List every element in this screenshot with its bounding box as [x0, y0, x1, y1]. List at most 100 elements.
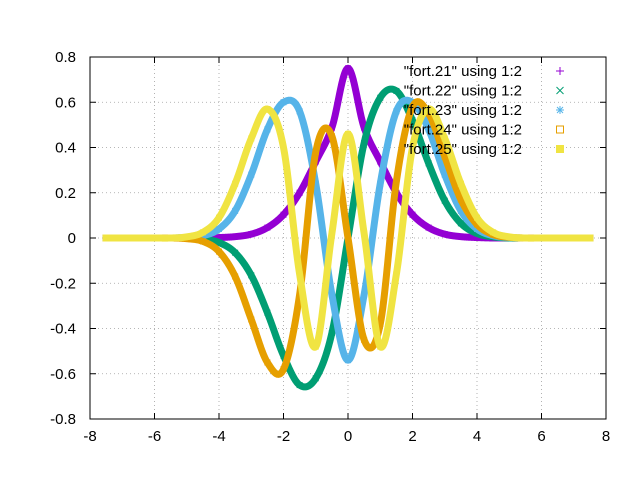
y-tick-label: 0.2 [55, 185, 76, 202]
data-point [586, 235, 593, 241]
data-point [280, 99, 287, 106]
data-point [377, 180, 384, 187]
data-point [474, 234, 480, 241]
legend-label: "fort.22" using 1:2 [404, 83, 522, 100]
data-point [135, 235, 142, 241]
legend-item: "fort.24" using 1:2 [404, 122, 564, 139]
y-tick-label: 0.6 [55, 94, 76, 111]
data-point [570, 235, 577, 241]
data-point [377, 158, 384, 165]
data-point [425, 106, 432, 113]
data-point [280, 366, 287, 373]
data-point [361, 139, 368, 146]
data-point [409, 211, 416, 218]
data-point [296, 382, 303, 389]
data-point [199, 238, 206, 245]
data-point [280, 352, 287, 359]
data-point [151, 235, 158, 241]
legend-item: "fort.22" using 1:2 [404, 83, 564, 100]
x-tick-label: 2 [408, 428, 416, 445]
data-point [248, 316, 255, 323]
data-point [232, 180, 239, 187]
data-point [361, 336, 368, 343]
data-point [119, 235, 126, 241]
data-point [554, 235, 561, 241]
data-point [377, 320, 384, 327]
x-tick-label: 0 [344, 428, 352, 445]
data-point [248, 231, 255, 238]
y-tick-label: -0.2 [50, 275, 76, 292]
data-point [393, 271, 400, 278]
x-tick-label: 6 [537, 428, 545, 445]
data-point [248, 135, 255, 142]
legend-item: "fort.25" using 1:2 [404, 141, 564, 158]
data-point [361, 291, 368, 298]
data-point [312, 180, 319, 187]
data-point [393, 87, 400, 94]
data-point [474, 214, 480, 221]
x-tick-label: -2 [277, 428, 290, 445]
data-point [409, 117, 416, 124]
data-point [457, 233, 464, 240]
legend-item: "fort.23" using 1:2 [404, 102, 564, 119]
data-point [216, 234, 222, 241]
data-point [425, 126, 432, 133]
data-point [312, 375, 319, 382]
data-point [216, 214, 222, 221]
data-point [409, 144, 416, 151]
data-point [232, 207, 239, 214]
data-point [441, 231, 448, 238]
data-point [296, 271, 303, 278]
data-point [377, 343, 384, 350]
data-point [216, 239, 222, 246]
legend-label: "fort.21" using 1:2 [404, 63, 522, 80]
data-point [425, 224, 432, 231]
y-tick-label: 0.4 [55, 140, 76, 157]
data-point [264, 224, 271, 231]
series-layer [102, 64, 594, 391]
x-tick-label: -8 [83, 428, 96, 445]
data-point [345, 130, 351, 137]
data-point [457, 207, 464, 214]
data-point [490, 229, 497, 236]
x-tick-label: 8 [602, 428, 610, 445]
legend-marker-filled-square [556, 145, 564, 153]
data-point [393, 178, 400, 185]
data-point [167, 235, 174, 241]
data-point [248, 272, 255, 279]
legend: "fort.21" using 1:2 "fort.22" using 1:2 "f… [404, 63, 564, 158]
data-point [457, 180, 464, 187]
data-point [377, 94, 384, 101]
legend-label: "fort.24" using 1:2 [404, 122, 522, 139]
data-point [216, 248, 222, 255]
series-5 [102, 105, 594, 351]
data-point [345, 65, 351, 72]
data-point [328, 133, 335, 140]
data-point [264, 126, 271, 133]
data-point [361, 124, 368, 131]
data-point [328, 291, 335, 298]
data-point [361, 230, 368, 237]
legend-marker-x [556, 86, 564, 95]
data-point [538, 235, 545, 241]
data-point [522, 235, 529, 241]
data-point [264, 309, 271, 316]
data-point [457, 196, 464, 203]
legend-marker-star [556, 106, 564, 114]
data-point [441, 135, 448, 142]
y-tick-label: -0.4 [50, 321, 76, 338]
x-tick-label: -4 [212, 428, 225, 445]
data-point [312, 149, 319, 156]
x-tick-label: 4 [473, 428, 481, 445]
data-point [296, 189, 303, 196]
data-point [328, 230, 335, 237]
data-point [183, 233, 190, 240]
data-point [280, 211, 287, 218]
data-point [199, 229, 206, 236]
data-point [216, 225, 222, 232]
data-point [506, 233, 513, 240]
data-point [441, 197, 448, 204]
data-point [296, 108, 303, 115]
data-point [441, 153, 448, 160]
data-point [264, 359, 271, 366]
